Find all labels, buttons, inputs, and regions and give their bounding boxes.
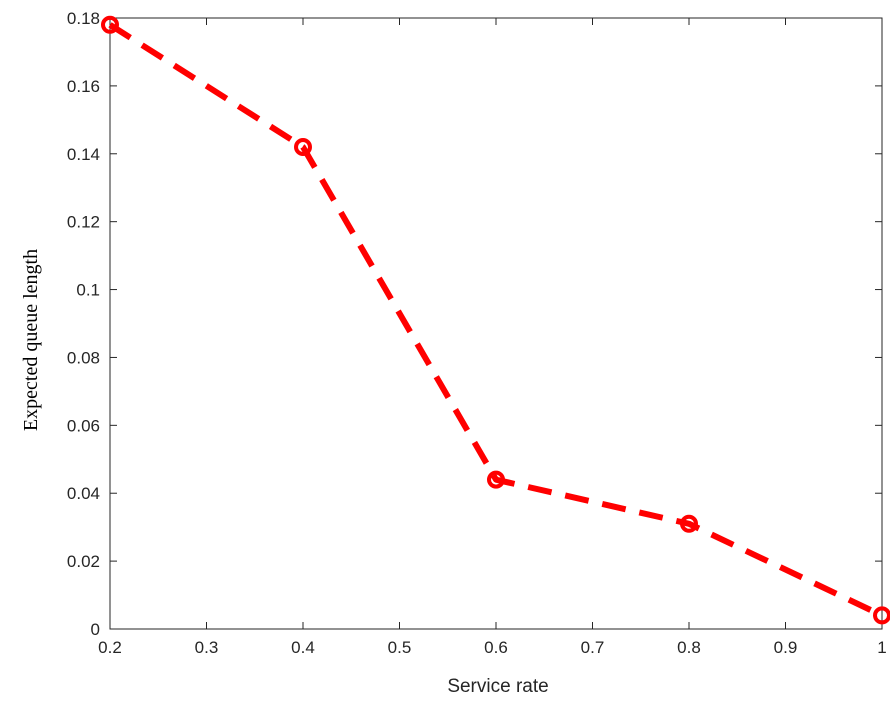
plot-area — [109, 17, 883, 630]
x-tick-label: 0.3 — [195, 638, 219, 657]
y-tick-label: 0.04 — [67, 484, 100, 503]
y-axis-ticks: 0 0.02 0.04 0.06 0.08 0.1 0.12 0.14 0.16 0.18 — [67, 9, 882, 639]
data-point — [487, 470, 505, 489]
axes-frame — [109, 17, 883, 630]
data-point — [294, 137, 312, 156]
series-line — [108, 22, 884, 619]
x-tick-label: 0.5 — [388, 638, 412, 657]
y-axis-label: Expected queue length — [20, 249, 42, 431]
y-tick-label: 0.02 — [67, 552, 100, 571]
y-tick-label: 0 — [91, 620, 100, 639]
x-tick-label: 0.8 — [677, 638, 701, 657]
y-tick-label: 0.08 — [67, 348, 100, 367]
data-point — [873, 606, 890, 625]
y-tick-label: 0.06 — [67, 416, 100, 435]
x-tick-label: 0.2 — [98, 638, 122, 657]
x-axis-label: Service rate — [447, 676, 548, 697]
y-tick-label: 0.1 — [76, 281, 100, 300]
y-tick-label: 0.18 — [67, 9, 100, 28]
data-point — [101, 15, 119, 34]
data-point — [680, 514, 698, 533]
series-layer — [101, 15, 890, 625]
x-tick-label: 0.9 — [774, 638, 798, 657]
x-axis-ticks: 0.2 0.3 0.4 0.5 0.6 0.7 0.8 0.9 1 — [98, 18, 887, 657]
x-tick-label: 0.4 — [291, 638, 315, 657]
x-tick-label: 0.7 — [581, 638, 605, 657]
y-tick-label: 0.12 — [67, 213, 100, 232]
y-tick-label: 0.14 — [67, 145, 100, 164]
x-tick-label: 0.6 — [484, 638, 508, 657]
y-tick-label: 0.16 — [67, 77, 100, 96]
x-tick-label: 1 — [877, 638, 886, 657]
